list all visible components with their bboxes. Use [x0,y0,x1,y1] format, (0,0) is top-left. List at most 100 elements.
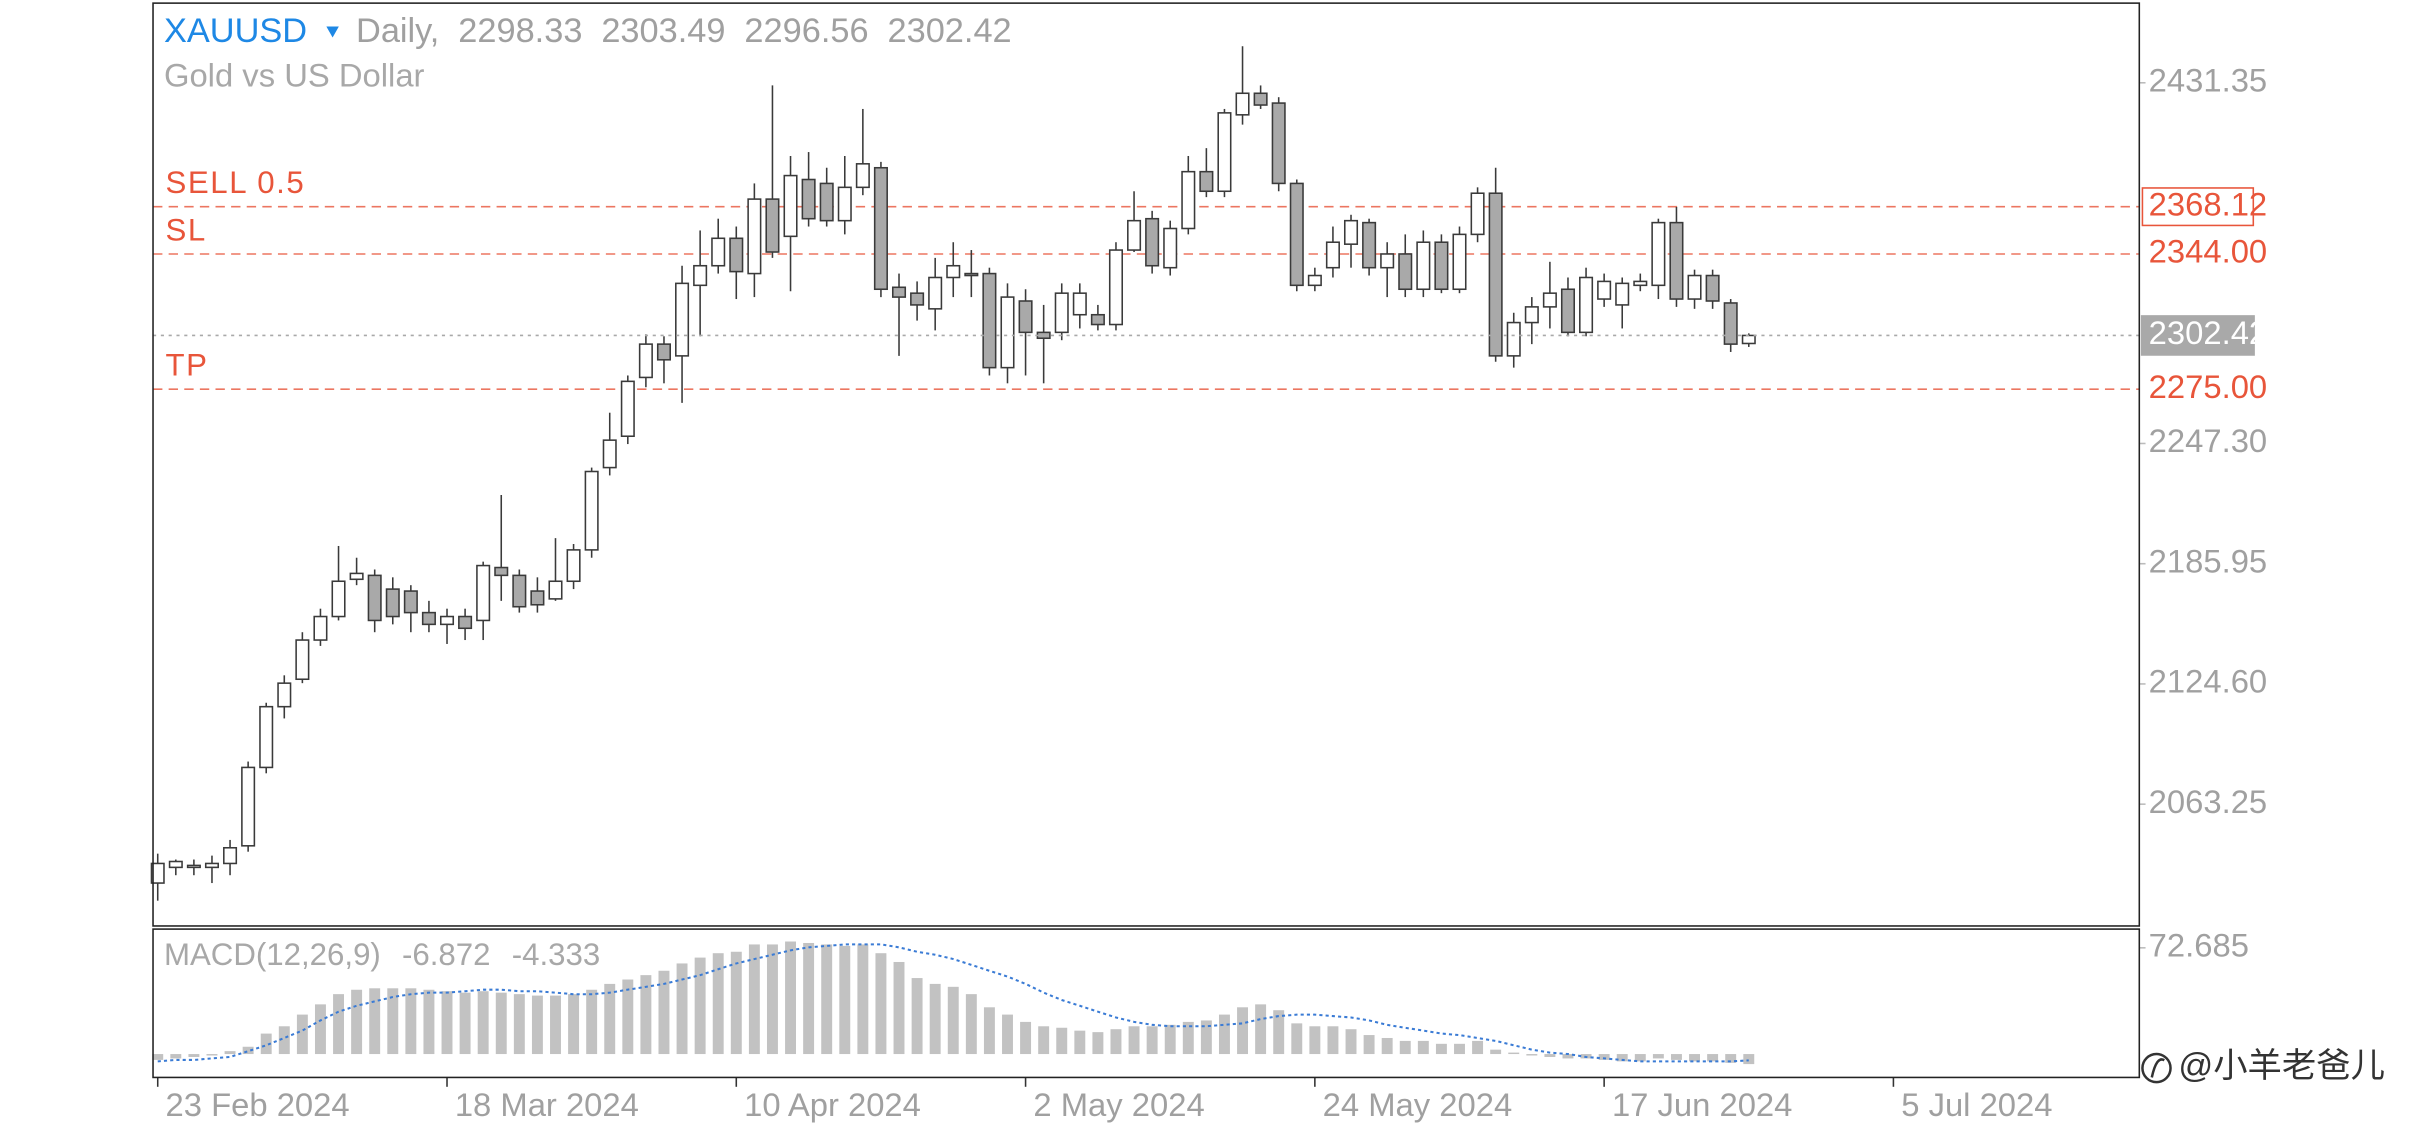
macd-bar [730,951,742,1055]
candle-body [1615,282,1630,306]
candle-body [1000,296,1015,369]
candle-body [819,182,834,222]
candle-body [1289,182,1304,287]
candle-body [1542,292,1557,308]
macd-bar [550,995,561,1055]
candle-body [349,572,364,581]
candle-body [656,343,672,361]
macd-bar [1038,1026,1050,1055]
macd-bar [694,957,706,1055]
macd-bar [1472,1040,1484,1055]
macd-bar [1508,1052,1520,1055]
candle-body [150,862,165,884]
macd-bar [1616,1054,1628,1062]
candle-body [439,615,455,626]
level-name: SL [166,212,207,247]
macd-bar [568,994,580,1055]
macd-bar [1526,1054,1538,1056]
macd-bar [405,988,417,1055]
signal-line [157,943,1749,1063]
candle-body [747,198,762,275]
macd-bar [983,1007,995,1055]
candle-body [548,580,563,600]
macd-bar [1074,1030,1086,1055]
candle-body [241,766,256,847]
candle-body [1488,192,1503,357]
macd-bar [423,989,435,1055]
macd-bar [839,945,851,1055]
macd-bar [278,1026,290,1055]
macd-bar [333,994,344,1055]
candle-body [1416,241,1431,291]
macd-bar [803,942,815,1055]
macd-bar [441,991,453,1055]
macd-bar [929,983,941,1055]
candle-body [277,682,292,708]
macd-bar [1128,1026,1140,1055]
candle-body [313,615,328,641]
candle-body [1235,92,1250,116]
symbol-dropdown-icon[interactable] [326,26,339,38]
candle-body [1090,313,1105,326]
macd-bar [1544,1054,1556,1057]
candle-body [1018,300,1033,334]
candle-body [783,174,798,238]
macd-bar [1146,1026,1158,1055]
y-tick-label: 2063.25 [2149,783,2268,820]
candle-body [891,286,907,298]
level-price: 2368.12 [2149,185,2268,222]
macd-bar [1309,1026,1321,1055]
macd-bar [766,944,778,1055]
macd-bar [1634,1054,1646,1062]
macd-value: -6.872 [402,937,491,972]
candle-body [1325,241,1340,269]
macd-frame [152,928,2141,1079]
macd-bar [369,988,381,1055]
macd-bar [1562,1054,1574,1059]
macd-bar [1056,1027,1068,1055]
candle-body [1217,112,1232,193]
candle-body [1398,253,1413,291]
candle-body [620,380,635,438]
macd-bar [1182,1021,1194,1055]
macd-bar [1454,1043,1465,1055]
candle-body [873,166,888,291]
candle-body [1506,321,1521,357]
open-value: 2298.33 [458,12,582,50]
macd-bar [1092,1032,1104,1055]
candle-body [1687,274,1702,300]
macd-bar [1164,1024,1176,1055]
current-price-box [2140,315,2255,356]
x-tick-label: 23 Feb 2024 [166,1086,350,1123]
macd-bar [1327,1026,1339,1055]
macd-header: MACD(12,26,9) -6.872 -4.333 [164,937,600,972]
candle-body [602,439,617,469]
macd-bar [1490,1049,1502,1055]
y-tick-label: 2185.95 [2149,542,2268,579]
ohlc-header: Daily, 2298.33 2303.49 2296.56 2302.42 [356,12,1012,50]
candle-body [765,198,780,253]
macd-bar [1200,1020,1212,1055]
symbol[interactable]: XAUUSD [164,12,307,50]
macd-bar [1345,1029,1357,1055]
high-value: 2303.49 [601,12,725,50]
candle-body [476,564,491,622]
macd-bar [586,989,598,1055]
macd-bar [875,953,887,1055]
candle-body [1651,221,1666,287]
price-frame [152,2,2141,927]
watermark: @小羊老爸儿 [2178,1047,2385,1085]
candle-body [1633,280,1648,287]
macd-bar [1399,1040,1411,1055]
candle-body [1560,288,1576,334]
macd-bar [1743,1054,1755,1065]
macd-bar [224,1051,236,1055]
candle-body [1163,227,1178,269]
macd-title: MACD(12,26,9) [164,937,381,972]
candle-body [982,272,997,369]
candle-body [530,590,545,606]
candle-body [693,264,708,287]
candle-body [1181,170,1196,230]
timeframe: Daily, [356,12,439,50]
